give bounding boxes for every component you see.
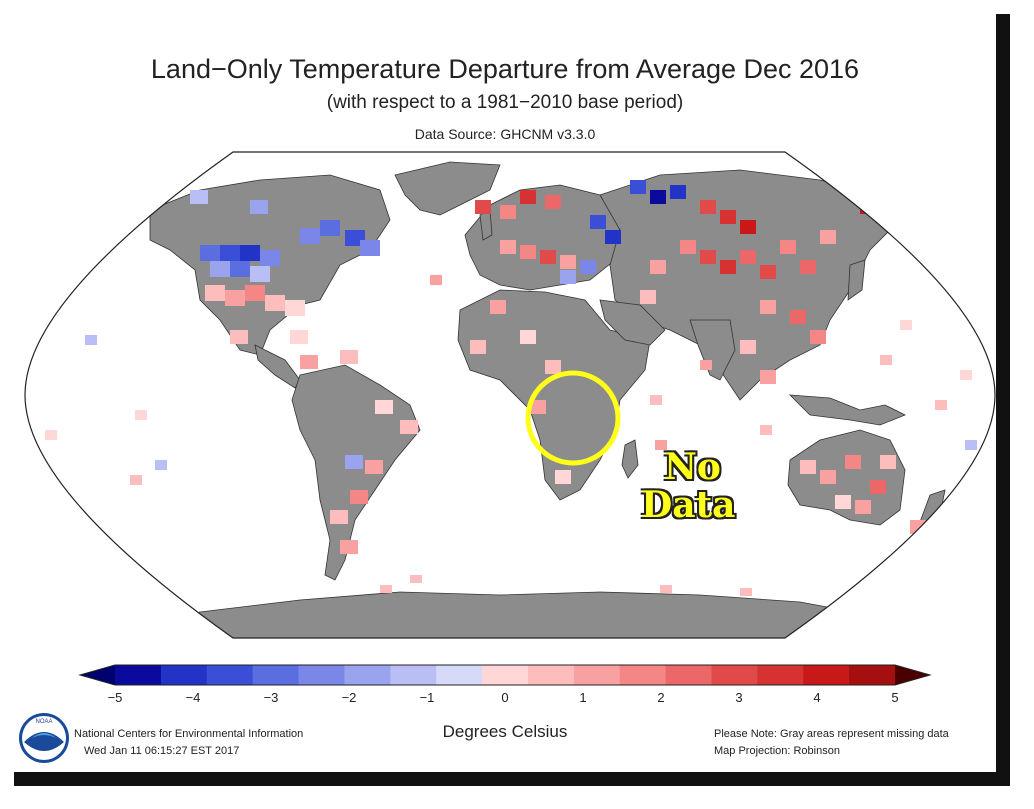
colorbar-segment — [665, 665, 712, 685]
colorbar-tick-label: −4 — [186, 690, 201, 705]
annotation-no: No — [664, 446, 721, 488]
colorbar-low-arrow — [80, 665, 115, 685]
colorbar-segment — [803, 665, 850, 685]
data-source: Data Source: GHCNM v3.3.0 — [414, 126, 596, 142]
greenland-landmass — [394, 161, 501, 216]
colorbar-segment — [298, 665, 345, 685]
figure-frame — [0, 0, 996, 772]
logo-text: NOAA — [35, 719, 52, 725]
timestamp: Wed Jan 11 06:15:27 EST 2017 — [84, 745, 240, 757]
colorbar-segment — [573, 665, 621, 685]
colorbar-segment — [757, 665, 804, 685]
colorbar-tick-label: −2 — [342, 690, 357, 705]
southeast-asia-islands — [788, 394, 906, 426]
south-america-landmass — [291, 364, 421, 581]
arabia-landmass — [599, 299, 666, 346]
central-america-landmass — [254, 344, 301, 389]
colorbar-segment — [160, 665, 208, 685]
colorbar-tick-label: −5 — [108, 690, 123, 705]
map-title: Land−Only Temperature Departure from Ave… — [150, 54, 860, 84]
map-outline — [24, 151, 996, 639]
colorbar-segment — [436, 665, 483, 685]
colorbar-frame — [78, 664, 932, 686]
colorbar-segment — [344, 665, 391, 685]
colorbar-segment — [711, 665, 758, 685]
colorbar-tick-label: 0 — [501, 690, 508, 705]
colorbar-unit-label: Degrees Celsius — [442, 722, 568, 741]
colorbar-tick-label: 3 — [735, 690, 742, 705]
temperature-anomaly-cells — [45, 180, 977, 596]
colorbar-segment — [849, 665, 896, 685]
org-name: National Centers for Environmental Infor… — [74, 728, 304, 740]
colorbar-segment — [115, 665, 162, 685]
colorbar-segment — [527, 665, 575, 685]
colorbar-high-arrow — [895, 665, 930, 685]
colorbar-tick-label: 4 — [813, 690, 820, 705]
annotation-data: Data — [641, 484, 736, 526]
africa-landmass — [457, 289, 651, 501]
colorbar-segment — [390, 665, 437, 685]
colorbar-segment — [252, 665, 300, 685]
madagascar-landmass — [621, 439, 639, 479]
highlight-circle — [525, 370, 621, 466]
colorbar-tick-label: −3 — [264, 690, 279, 705]
colorbar-tick-label: 5 — [891, 690, 898, 705]
india-landmass — [689, 319, 736, 381]
noaa-logo: NOAA — [19, 713, 69, 763]
colorbar-segment — [619, 665, 667, 685]
missing-data-note: Please Note: Gray areas represent missin… — [714, 728, 949, 740]
colorbar-tick-label: 1 — [579, 690, 586, 705]
antarctica-landmass — [119, 591, 902, 638]
colorbar-tick-label: 2 — [657, 690, 664, 705]
projection-note: Map Projection: Robinson — [714, 745, 840, 757]
colorbar-tick-label: −1 — [420, 690, 435, 705]
colorbar-segment — [206, 665, 254, 685]
colorbar-segment — [482, 665, 529, 685]
japan-landmass — [847, 259, 866, 301]
map-subtitle: (with respect to a 1981−2010 base period… — [326, 92, 684, 113]
australia-landmass — [787, 429, 906, 526]
